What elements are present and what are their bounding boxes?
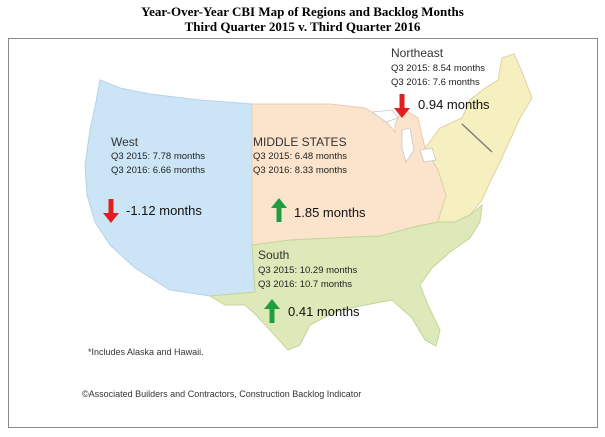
arrow-shape: [394, 94, 410, 118]
footnote: *Includes Alaska and Hawaii.: [88, 347, 204, 357]
great-lakes-shape: [370, 109, 437, 163]
region-south-shape: [208, 203, 483, 351]
west-q3-2016: Q3 2016: 6.66 months: [111, 165, 206, 176]
south-q3-2016: Q3 2016: 10.7 months: [258, 279, 353, 290]
middle-up-arrow-icon: [271, 198, 287, 222]
northeast-pointer-line: [461, 123, 493, 153]
source-credit: ©Associated Builders and Contractors, Co…: [82, 389, 362, 399]
south-q3-2015: Q3 2015: 10.29 months: [258, 265, 358, 276]
west-change: -1.12 months: [126, 203, 202, 218]
region-west-shape: [84, 79, 256, 297]
middle-change: 1.85 months: [294, 205, 366, 220]
arrow-shape: [103, 199, 119, 223]
northeast-down-arrow-icon: [394, 94, 410, 118]
northeast-change: 0.94 months: [418, 97, 490, 112]
middle-region-name: MIDDLE STATES: [253, 135, 347, 149]
northeast-q3-2016: Q3 2016: 7.6 months: [391, 77, 480, 88]
west-down-arrow-icon: [103, 199, 119, 223]
middle-q3-2015: Q3 2015: 6.48 months: [253, 151, 348, 162]
northeast-region-name: Northeast: [391, 46, 444, 60]
middle-q3-2016: Q3 2016: 8.33 months: [253, 165, 348, 176]
northeast-q3-2015: Q3 2015: 8.54 months: [391, 63, 486, 74]
south-change: 0.41 months: [288, 304, 360, 319]
arrow-shape: [264, 299, 280, 323]
chart-title-line-2: Third Quarter 2015 v. Third Quarter 2016: [184, 19, 421, 34]
arrow-shape: [271, 198, 287, 222]
south-region-name: South: [258, 248, 290, 262]
chart-title-line-1: Year-Over-Year CBI Map of Regions and Ba…: [141, 4, 464, 19]
south-up-arrow-icon: [264, 299, 280, 323]
west-region-name: West: [111, 135, 139, 149]
west-q3-2015: Q3 2015: 7.78 months: [111, 151, 206, 162]
